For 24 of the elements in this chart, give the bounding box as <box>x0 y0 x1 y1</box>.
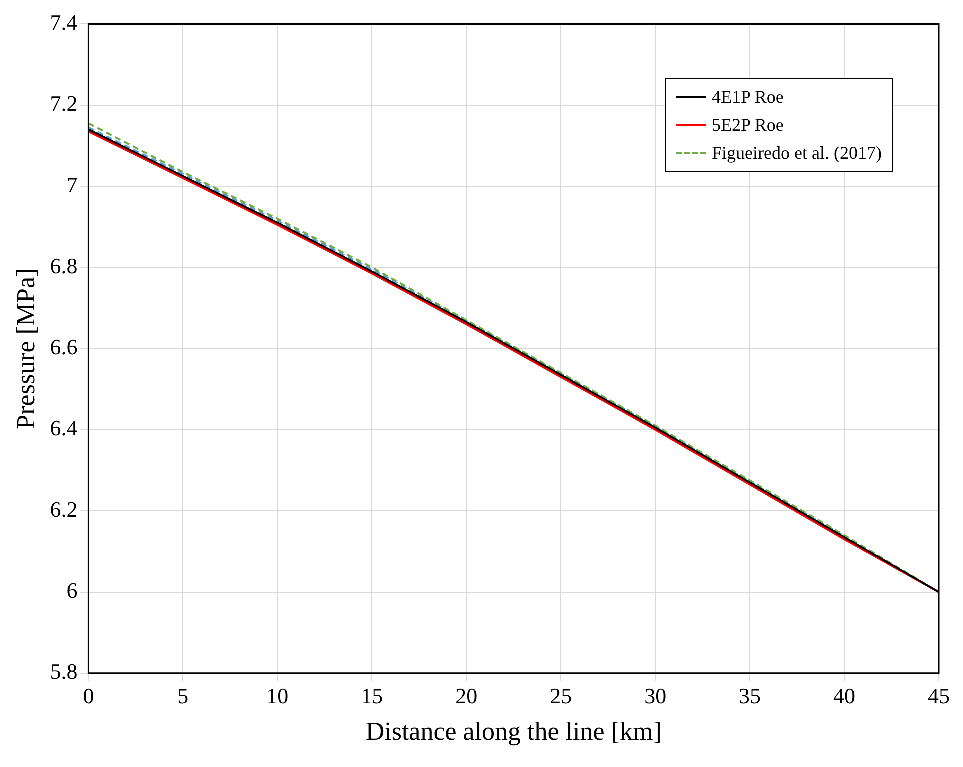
x-tick-label: 25 <box>550 683 572 708</box>
x-tick-label: 45 <box>928 683 950 708</box>
x-tick-label: 40 <box>834 683 856 708</box>
x-tick-label: 20 <box>456 683 478 708</box>
x-tick-label: 5 <box>178 683 189 708</box>
x-tick-label: 15 <box>361 683 384 708</box>
y-tick-label: 5.8 <box>50 659 78 684</box>
y-tick-label: 7.4 <box>50 10 78 35</box>
y-tick-label: 6.6 <box>50 334 78 360</box>
x-tick-label: 0 <box>83 683 94 708</box>
y-tick-label: 7.2 <box>50 91 78 116</box>
y-tick-label: 6.4 <box>50 416 78 441</box>
y-tick-label: 6.2 <box>50 496 78 522</box>
x-axis-title: Distance along the line [km] <box>366 717 662 746</box>
y-tick-label: 7 <box>66 172 78 198</box>
legend-label: 5E2P Roe <box>712 114 784 136</box>
legend-label: Figueiredo et al. (2017) <box>712 142 882 164</box>
y-axis-title: Pressure [MPa] <box>11 268 40 430</box>
x-tick-label: 30 <box>644 683 667 708</box>
legend-label: 4E1P Roe <box>712 86 784 108</box>
y-tick-label: 6.8 <box>50 253 78 278</box>
x-tick-label: 10 <box>266 683 289 708</box>
x-tick-label: 35 <box>739 683 762 708</box>
y-tick-label: 6 <box>66 578 78 604</box>
